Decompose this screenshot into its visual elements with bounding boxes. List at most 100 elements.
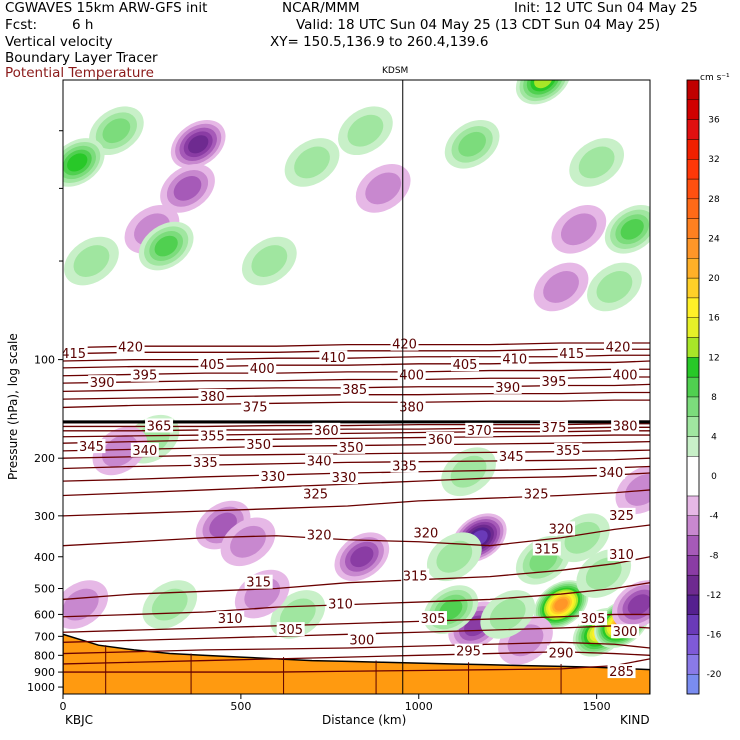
- w-blob-2-level-4: [188, 135, 209, 154]
- x-tick-label-1: 500: [230, 700, 251, 713]
- colorbar-tick-11: 24: [708, 234, 720, 244]
- theta-label-17: 380: [200, 390, 225, 405]
- colorbar-cell-25: [686, 159, 700, 180]
- y-axis-label: Pressure (hPa), log scale: [6, 333, 20, 480]
- theta-label-45: 310: [609, 548, 634, 563]
- theta-label-51: 305: [278, 623, 303, 638]
- colorbar-tick-6: 4: [711, 433, 717, 443]
- theta-label-49: 310: [328, 598, 353, 613]
- theta-label-bg-15: [539, 373, 568, 388]
- y-tick-label-3: 400: [34, 551, 55, 564]
- theta-label-0: 415: [61, 347, 86, 362]
- theta-label-bg-31: [497, 448, 526, 463]
- y-tick-label-9: 1000: [27, 681, 55, 694]
- plot-frame: [62, 79, 651, 695]
- theta-label-bg-20: [539, 420, 568, 435]
- theta-label-5: 415: [559, 347, 584, 362]
- theta-label-20: 375: [542, 421, 567, 436]
- theta-label-24: 370: [467, 424, 492, 439]
- w-blob-8-level-1: [365, 172, 402, 205]
- w-blob-32-level-3: [627, 594, 650, 615]
- w-blob-12-level-3: [620, 218, 644, 240]
- theta-label-31: 345: [499, 450, 524, 465]
- theta-label-bg-29: [244, 436, 273, 451]
- theta-label-bg-3: [319, 350, 348, 365]
- colorbar-tick-1: -16: [707, 631, 722, 641]
- theta-label-56: 295: [456, 645, 481, 660]
- theta-label-19: 380: [399, 400, 424, 415]
- colorbar-cell-20: [686, 258, 700, 279]
- theta-label-bg-17: [198, 388, 227, 403]
- w-blob-14-level-1: [596, 271, 633, 303]
- theta-contour-415: [63, 348, 650, 355]
- theta-label-46: 315: [534, 542, 559, 557]
- colorbar-cell-3: [686, 614, 700, 635]
- org-label: NCAR/MMM: [282, 0, 360, 16]
- y-tick-label-0: 100: [34, 354, 55, 367]
- w-blob-6-level-1: [294, 146, 330, 179]
- colorbar-tick-12: 28: [708, 195, 720, 205]
- theta-label-47: 315: [246, 576, 271, 591]
- cross-section-xy: XY= 150.5,136.9 to 260.4,139.6: [270, 34, 489, 50]
- theta-label-bg-19: [397, 399, 426, 414]
- theta-contour-290: [63, 651, 650, 665]
- colorbar-tick-13: 32: [708, 155, 719, 165]
- theta-label-21: 380: [613, 419, 638, 434]
- forecast-label: Fcst:: [5, 17, 38, 33]
- theta-label-53: 305: [581, 612, 606, 627]
- theta-label-9: 400: [250, 362, 275, 377]
- plot-area: 415 420 405 410 420 415 420 390 395 400 385 400 405 4…: [61, 80, 650, 694]
- theta-label-bg-38: [330, 470, 359, 485]
- field-potential-temperature: Potential Temperature: [5, 65, 154, 81]
- theta-label-48: 315: [403, 570, 428, 585]
- colorbar-cell-14: [686, 376, 700, 398]
- w-blob-22-level-3: [350, 546, 374, 568]
- w-blob-16-level-1: [251, 245, 288, 277]
- theta-contour-405: [63, 360, 650, 369]
- x-axis-label: Distance (km): [322, 713, 407, 727]
- theta-label-bg-1: [116, 339, 145, 354]
- colorbar-cell-18: [686, 297, 700, 318]
- colorbar-cell-19: [686, 277, 700, 299]
- w-blob-10-level-2: [458, 131, 486, 157]
- colorbar-cell-9: [686, 495, 700, 516]
- w-blob-5-level-3: [154, 235, 178, 257]
- colorbar-cell-22: [686, 218, 700, 239]
- theta-label-28: 340: [132, 444, 157, 459]
- w-blob-11-level-1: [578, 146, 615, 179]
- station-left: KBJC: [65, 713, 94, 727]
- colorbar-cell-23: [686, 198, 700, 219]
- theta-contour-325: [63, 489, 650, 517]
- theta-label-4: 420: [392, 338, 417, 353]
- theta-label-bg-40: [522, 486, 551, 501]
- colorbar-cell-11: [686, 436, 700, 457]
- theta-contour-315: [63, 556, 650, 601]
- theta-label-8: 395: [132, 369, 157, 384]
- theta-label-13: 410: [502, 353, 527, 368]
- theta-label-bg-10: [340, 382, 369, 397]
- theta-label-bg-57: [547, 645, 576, 660]
- theta-label-bg-50: [216, 611, 245, 626]
- valid-time: Valid: 18 UTC Sun 04 May 25 (13 CDT Sun …: [296, 17, 661, 33]
- theta-label-bg-14: [493, 379, 522, 394]
- w-blob-13-level-1: [560, 213, 597, 246]
- theta-contour-330: [63, 472, 650, 497]
- colorbar-tick-5: 0: [711, 472, 717, 482]
- theta-label-bg-35: [390, 458, 419, 473]
- theta-label-bg-11: [397, 367, 426, 382]
- model-title: CGWAVES 15km ARW-GFS init: [5, 0, 208, 16]
- theta-contour-380: [63, 399, 650, 409]
- w-blob-15-level-1: [73, 245, 110, 277]
- w-blob-19-level-1: [102, 434, 138, 467]
- theta-contour-335: [63, 465, 650, 482]
- theta-label-bg-25: [198, 428, 227, 443]
- theta-label-bg-2: [198, 357, 227, 372]
- theta-label-52: 305: [421, 612, 446, 627]
- theta-label-bg-9: [248, 361, 277, 376]
- theta-label-11: 400: [399, 369, 424, 384]
- colorbar-cell-27: [686, 119, 700, 140]
- colorbar-cell-26: [686, 139, 700, 160]
- theta-label-57: 290: [549, 647, 574, 662]
- x-tick-label-2: 1000: [405, 700, 433, 713]
